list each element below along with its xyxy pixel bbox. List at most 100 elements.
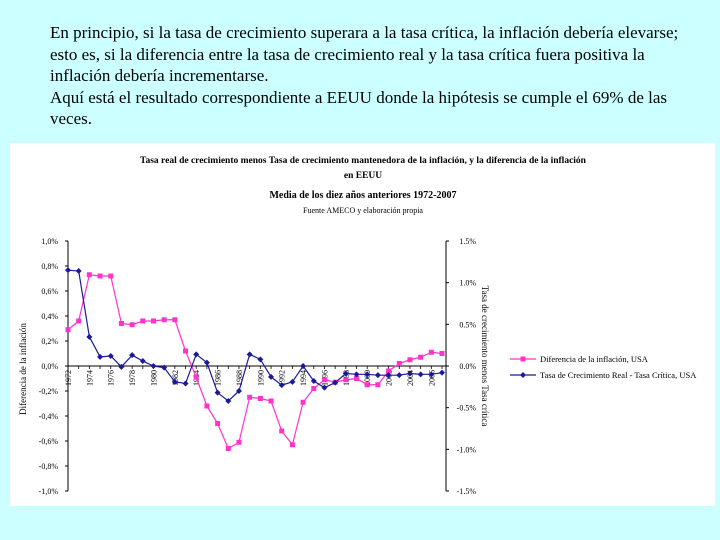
data-point-1	[225, 446, 231, 451]
data-point-1	[396, 361, 402, 366]
data-point-1	[428, 349, 434, 355]
y-tick-label-left: -0,2%	[39, 387, 59, 396]
x-tick-label: 1994	[299, 370, 308, 386]
data-point-1	[375, 382, 381, 388]
data-point-1	[86, 272, 92, 278]
data-point-2	[150, 363, 157, 369]
data-point-2	[257, 356, 264, 363]
y-tick-label-right: 0.0%	[459, 362, 476, 371]
paragraph-1: En principio, si la tasa de crecimiento …	[50, 23, 679, 85]
data-point-2	[278, 382, 285, 389]
data-point-2	[289, 378, 296, 385]
data-point-1	[247, 394, 253, 400]
data-point-1	[76, 318, 82, 324]
data-point-2	[214, 389, 221, 396]
data-point-1	[439, 351, 445, 356]
y-tick-label-left: 0,8%	[41, 262, 58, 271]
data-point-2	[118, 363, 125, 370]
data-point-2	[439, 369, 445, 376]
x-tick-label: 1972	[64, 370, 73, 386]
data-point-2	[406, 370, 413, 377]
data-point-2	[321, 384, 328, 391]
data-point-1	[364, 382, 370, 388]
y-tick-label-right: -1.0%	[457, 445, 477, 454]
data-point-1	[161, 317, 167, 323]
y-tick-label-left: -1,0%	[39, 487, 59, 496]
y-tick-label-left: 0,4%	[41, 312, 58, 321]
data-point-2	[182, 380, 189, 387]
data-point-2	[396, 372, 403, 379]
x-tick-label: 1980	[149, 370, 158, 386]
x-tick-label: 1986	[214, 370, 223, 386]
legend-label-2: Tasa de Crecimiento Real - Tasa Crítica,…	[540, 370, 697, 380]
y-tick-label-right: -0.5%	[457, 404, 477, 413]
y-tick-label-left: 0,2%	[41, 337, 58, 346]
y-tick-label-right: 0.5%	[459, 320, 476, 329]
x-tick-label: 1990	[256, 370, 265, 386]
chart-frame: Tasa real de crecimiento menos Tasa de c…	[10, 143, 715, 506]
data-point-2	[364, 371, 371, 378]
plot-area: 1,0% 0,8% 0,6% 0,4% 0,2% 0,0% -0,2% -0,4% -0,6% -…	[39, 237, 698, 496]
data-point-2	[342, 370, 349, 377]
y-tick-label-left: -0,6%	[39, 437, 59, 446]
data-point-2	[193, 351, 200, 358]
legend-label-1: Diferencia de la inflación, USA	[540, 354, 649, 364]
data-point-1	[279, 428, 285, 434]
data-point-2	[374, 372, 381, 379]
data-point-2	[129, 352, 136, 359]
data-point-2	[310, 378, 317, 384]
data-point-1	[97, 273, 103, 279]
y-tick-label-left: 1,0%	[41, 237, 58, 246]
data-point-2	[86, 333, 93, 340]
data-point-2	[107, 353, 114, 359]
data-point-1	[118, 321, 124, 326]
chart-subtitle: Media de los diez años anteriores 1972-2…	[269, 190, 456, 201]
data-point-1	[108, 273, 114, 279]
data-point-1	[65, 327, 71, 333]
data-point-2	[353, 371, 360, 378]
y-axis-label-left: Diferencia de la inflación	[18, 323, 28, 415]
x-tick-label: 1974	[85, 370, 94, 386]
data-point-2	[203, 359, 210, 366]
data-point-1	[354, 376, 360, 381]
data-point-2	[139, 358, 146, 364]
legend-marker-1	[520, 356, 526, 362]
x-tick-label: 1976	[107, 370, 116, 386]
paragraph-2: Aquí está el resultado correspondiente a…	[50, 87, 668, 129]
x-tick-label: 2006	[427, 370, 436, 386]
y-tick-label-left: -0,4%	[39, 412, 59, 421]
data-point-1	[150, 318, 156, 324]
data-point-1	[172, 317, 178, 323]
x-tick-label: 1978	[128, 370, 137, 386]
data-point-1	[257, 396, 263, 401]
data-point-2	[235, 388, 242, 394]
data-point-2	[171, 378, 178, 385]
data-point-2	[246, 351, 253, 358]
data-point-1	[418, 354, 424, 360]
chart-source: Fuente AMECO y elaboración propia	[303, 206, 423, 215]
data-point-2	[385, 372, 392, 379]
y-tick-label-right: 1.0%	[459, 279, 476, 288]
y-axis-label-right: Tasa de crecimiento menos Tasa crítica	[480, 286, 490, 427]
data-point-1	[193, 374, 199, 380]
data-point-2	[161, 364, 168, 371]
data-point-2	[225, 398, 232, 404]
data-point-2	[417, 371, 424, 378]
data-point-1	[236, 439, 242, 445]
x-tick-label: 1988	[235, 370, 244, 386]
data-point-1	[407, 357, 413, 363]
data-point-1	[204, 403, 210, 409]
data-point-1	[343, 377, 349, 383]
legend-marker-2	[520, 372, 526, 378]
data-point-1	[215, 421, 221, 426]
chart-title: Tasa real de crecimiento menos Tasa de c…	[140, 156, 587, 181]
chart: Tasa real de crecimiento menos Tasa de c…	[18, 156, 698, 496]
y-tick-label-right: -1.5%	[457, 487, 477, 496]
data-point-2	[75, 268, 82, 274]
data-point-1	[183, 348, 189, 354]
series-line-1	[67, 274, 443, 450]
data-point-2	[300, 363, 307, 369]
data-point-1	[321, 377, 327, 383]
data-point-2	[268, 373, 275, 380]
data-point-2	[332, 379, 339, 386]
